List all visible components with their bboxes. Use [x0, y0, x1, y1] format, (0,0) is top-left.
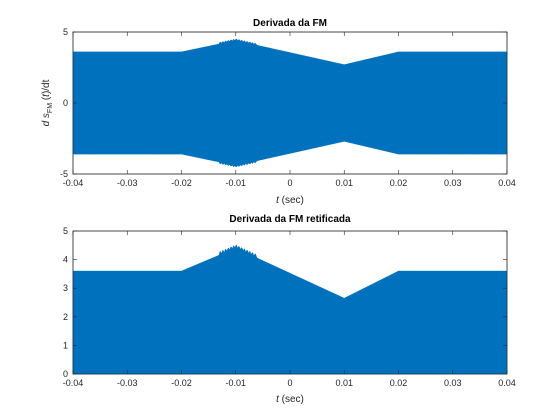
x-tick-label: -0.03	[117, 178, 138, 188]
x-tick-label: 0.03	[444, 378, 462, 388]
x-axis-label-var: t	[276, 195, 280, 206]
signal-area	[72, 38, 508, 168]
x-tick-label: 0	[287, 378, 292, 388]
x-tick-label: 0.04	[498, 178, 516, 188]
x-axis-label: t (sec)	[276, 394, 304, 405]
x-tick-label: 0.03	[444, 178, 462, 188]
y-label-subscript: FM	[47, 103, 54, 113]
x-tick-label: 0	[287, 178, 292, 188]
x-axis-label-var: t	[276, 394, 280, 405]
x-axis-label-unit: (sec)	[279, 195, 304, 206]
x-tick-label: -0.02	[171, 378, 192, 388]
y-tick-label: 5	[63, 226, 68, 236]
x-tick-label: 0.04	[498, 378, 516, 388]
y-label-open-paren: (	[41, 96, 52, 100]
plot-area	[72, 31, 508, 175]
y-label-t: t	[41, 93, 52, 97]
x-tick-label: -0.04	[63, 378, 84, 388]
x-tick-label: -0.03	[117, 378, 138, 388]
x-tick-label: 0.02	[390, 378, 408, 388]
y-tick-label: -5	[60, 169, 68, 179]
y-tick-label: 0	[63, 369, 68, 379]
x-tick-label: -0.01	[225, 178, 246, 188]
chart-title: Derivada da FM retificada	[229, 214, 351, 225]
x-tick-label: -0.01	[225, 378, 246, 388]
y-tick-label: 2	[63, 312, 68, 322]
x-axis-ticks: -0.04 -0.03 -0.02 -0.01 0 0.01 0.02 0.03 0.04	[63, 32, 516, 188]
y-label-close: )/dt	[41, 79, 52, 94]
x-tick-label: -0.02	[171, 178, 192, 188]
y-axis-label: d sFM (t)/dt	[41, 79, 54, 126]
y-tick-label: 0	[63, 98, 68, 108]
chart-title: Derivada da FM	[253, 18, 327, 29]
y-tick-label: 1	[63, 340, 68, 350]
subplot-rectified-fm-derivative: Derivada da FM retificada -0.04 -0.03 -0.0…	[63, 214, 516, 405]
x-tick-label: -0.04	[63, 178, 84, 188]
y-tick-label: 3	[63, 283, 68, 293]
x-tick-label: 0.02	[390, 178, 408, 188]
subplot-fm-derivative: Derivada da FM -0.04 -0.03 -0.02 -0.01 0 0.01…	[41, 18, 516, 206]
y-label-d: d	[41, 120, 52, 126]
x-axis-label: t (sec)	[276, 195, 304, 206]
x-tick-label: 0.01	[335, 178, 353, 188]
y-tick-label: 5	[63, 27, 68, 37]
y-label-s: s	[41, 113, 52, 118]
y-axis-ticks: 0 1 2 3 4 5	[63, 226, 507, 379]
x-axis-ticks: -0.04 -0.03 -0.02 -0.01 0 0.01 0.02 0.03 0.04	[63, 231, 516, 388]
plot-area	[72, 230, 508, 375]
y-axis-ticks: -5 0 5	[60, 27, 507, 179]
x-axis-label-unit: (sec)	[279, 394, 304, 405]
y-tick-label: 4	[63, 255, 68, 265]
x-tick-label: 0.01	[335, 378, 353, 388]
